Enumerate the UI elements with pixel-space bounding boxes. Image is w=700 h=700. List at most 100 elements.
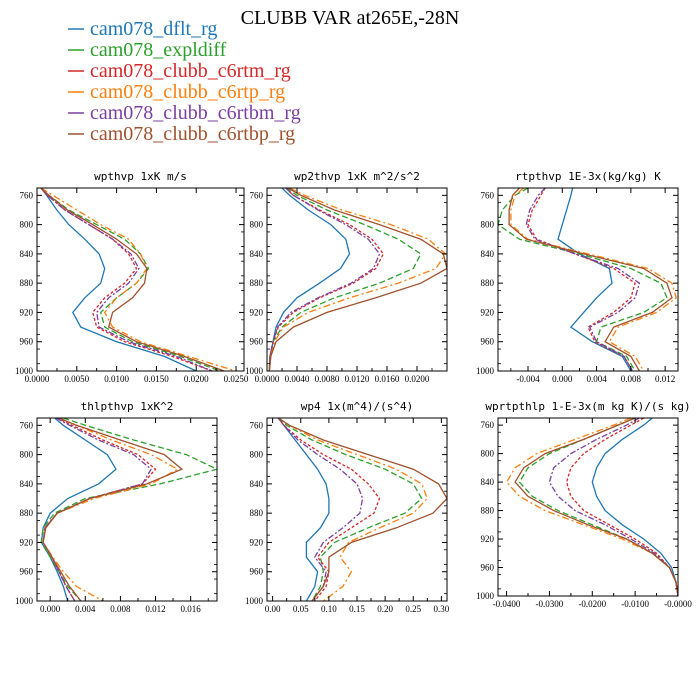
y-tick-label: 760 bbox=[481, 420, 495, 430]
series-line-6 bbox=[277, 418, 447, 601]
legend-label: cam078_clubb_c6rtm_rg bbox=[90, 60, 291, 82]
x-tick-label: 0.0250 bbox=[224, 374, 249, 384]
y-tick-label: 800 bbox=[481, 449, 495, 459]
legend-label: cam078_clubb_c6rtp_rg bbox=[90, 81, 285, 103]
panel-title: wp2thvp 1xK m^2/s^2 bbox=[294, 170, 420, 183]
y-tick-label: 760 bbox=[250, 420, 264, 430]
series-line-1 bbox=[268, 188, 351, 371]
series-line-5 bbox=[277, 418, 364, 601]
x-tick-label: 0.25 bbox=[405, 604, 421, 614]
series-line-4 bbox=[510, 188, 678, 371]
series-line-1 bbox=[277, 418, 330, 601]
y-tick-label: 1000 bbox=[245, 596, 264, 606]
y-tick-label: 840 bbox=[250, 479, 264, 489]
x-tick-label: 0.0080 bbox=[315, 374, 340, 384]
y-tick-label: 960 bbox=[481, 337, 495, 347]
y-tick-label: 960 bbox=[250, 567, 264, 577]
panel-title: wp4 1x(m^4)/(s^4) bbox=[301, 400, 414, 413]
x-tick-label: 0.0100 bbox=[104, 374, 129, 384]
x-tick-label: -0.0300 bbox=[536, 599, 564, 609]
series-line-2 bbox=[268, 188, 422, 371]
series-line-2 bbox=[40, 188, 221, 371]
x-tick-label: 0.0000 bbox=[255, 374, 280, 384]
series-line-4 bbox=[277, 418, 429, 601]
x-tick-label: 0.0050 bbox=[64, 374, 89, 384]
x-tick-label: 0.0120 bbox=[345, 374, 370, 384]
y-tick-label: 920 bbox=[481, 534, 495, 544]
figure-title: CLUBB VAR at265E,-28N bbox=[241, 7, 460, 29]
y-tick-label: 840 bbox=[481, 477, 495, 487]
y-tick-label: 920 bbox=[250, 307, 264, 317]
series-line-4 bbox=[268, 188, 447, 371]
y-tick-label: 800 bbox=[20, 450, 34, 460]
series-line-1 bbox=[591, 418, 678, 596]
series-line-1 bbox=[557, 188, 632, 371]
x-tick-label: 0.10 bbox=[321, 604, 337, 614]
legend-label: cam078_expldiff bbox=[90, 39, 227, 61]
series-line-3 bbox=[268, 188, 385, 371]
y-tick-label: 800 bbox=[20, 220, 34, 230]
panel-frame bbox=[497, 187, 679, 372]
y-tick-label: 800 bbox=[250, 220, 264, 230]
y-tick-label: 880 bbox=[20, 278, 34, 288]
series-line-5 bbox=[268, 188, 381, 371]
y-tick-label: 880 bbox=[250, 278, 264, 288]
y-tick-label: 880 bbox=[481, 506, 495, 516]
series-line-6 bbox=[40, 188, 225, 371]
panel-frame bbox=[266, 187, 448, 372]
y-tick-label: 960 bbox=[20, 337, 34, 347]
panel-frame bbox=[266, 417, 448, 602]
x-tick-label: 0.004 bbox=[586, 374, 607, 384]
x-tick-label: 0.000 bbox=[552, 374, 573, 384]
x-tick-label: 0.004 bbox=[75, 604, 96, 614]
y-tick-label: 920 bbox=[481, 307, 495, 317]
x-tick-label: 0.0200 bbox=[405, 374, 430, 384]
y-tick-label: 960 bbox=[250, 337, 264, 347]
x-tick-label: 0.00 bbox=[265, 604, 281, 614]
series-line-4 bbox=[505, 418, 678, 596]
y-tick-label: 1000 bbox=[15, 366, 34, 376]
y-tick-label: 800 bbox=[481, 220, 495, 230]
series-line-2 bbox=[277, 418, 423, 601]
y-tick-label: 1000 bbox=[15, 596, 34, 606]
series-line-1 bbox=[40, 188, 197, 371]
panel-2: wp2thvp 1xK m^2/s^2 760 800 840 880 920 960 100… bbox=[245, 170, 448, 384]
series-line-5 bbox=[525, 188, 641, 371]
x-tick-label: 0.30 bbox=[434, 604, 450, 614]
x-tick-label: 0.000 bbox=[40, 604, 61, 614]
y-tick-label: 800 bbox=[250, 450, 264, 460]
x-tick-label: 0.008 bbox=[110, 604, 131, 614]
series-line-3 bbox=[277, 418, 381, 601]
x-tick-label: -0.0000 bbox=[664, 599, 692, 609]
x-tick-label: 0.15 bbox=[349, 604, 365, 614]
legend-label: cam078_dflt_rg bbox=[90, 18, 217, 40]
series-line-3 bbox=[565, 418, 678, 596]
legend: cam078_dflt_rgcam078_expldiffcam078_club… bbox=[68, 18, 301, 145]
y-tick-label: 840 bbox=[481, 249, 495, 259]
y-tick-label: 1000 bbox=[476, 366, 495, 376]
x-tick-label: -0.004 bbox=[516, 374, 540, 384]
x-tick-label: 0.0200 bbox=[184, 374, 209, 384]
y-tick-label: 960 bbox=[20, 567, 34, 577]
series-line-4 bbox=[42, 418, 179, 601]
series-line-6 bbox=[514, 418, 678, 596]
x-tick-label: 0.016 bbox=[181, 604, 202, 614]
legend-label: cam078_clubb_c6rtbp_rg bbox=[90, 123, 295, 145]
y-tick-label: 920 bbox=[20, 307, 34, 317]
series-line-5 bbox=[42, 418, 152, 601]
y-tick-label: 760 bbox=[20, 420, 34, 430]
series-line-6 bbox=[268, 188, 447, 371]
x-tick-label: -0.0200 bbox=[578, 599, 606, 609]
x-tick-label: 0.20 bbox=[377, 604, 393, 614]
y-tick-label: 840 bbox=[20, 479, 34, 489]
y-tick-label: 840 bbox=[20, 249, 34, 259]
y-tick-label: 880 bbox=[20, 508, 34, 518]
panel-frame bbox=[36, 417, 218, 602]
x-tick-label: 0.012 bbox=[655, 374, 675, 384]
series-line-3 bbox=[527, 188, 636, 371]
panel-title: wprtpthlp 1-E-3x(m kg K)/(s kg) bbox=[485, 400, 690, 413]
series-line-3 bbox=[40, 188, 213, 371]
panel-3: rtpthvp 1E-3x(kg/kg) K 760 800 840 880 920 960… bbox=[476, 170, 679, 384]
panel-4: thlpthvp 1xK^2 760 800 840 880 920 960 1000 0.00… bbox=[15, 400, 218, 614]
